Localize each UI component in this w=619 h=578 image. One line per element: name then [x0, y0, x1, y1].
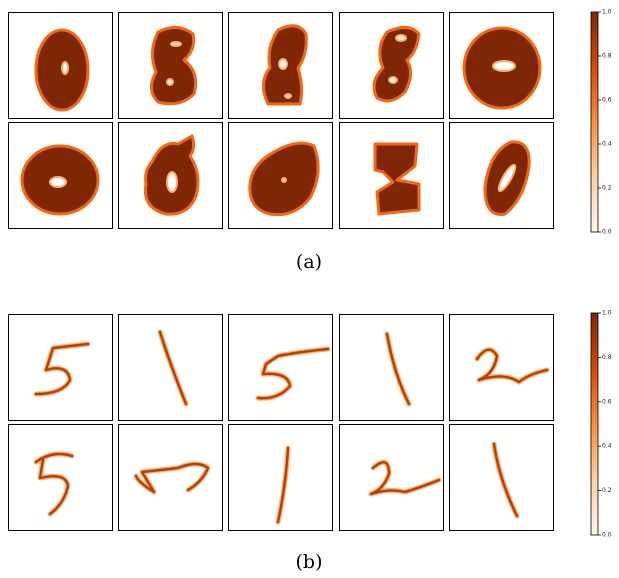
tile-background: [449, 314, 554, 421]
image-tile: [339, 122, 444, 229]
tile-background: [228, 314, 333, 421]
digit-hole: [282, 178, 286, 182]
image-tile: [118, 12, 223, 119]
colorbar-tick-label: 0.4: [602, 443, 612, 450]
colorbar-tick-label: 0.2: [602, 487, 612, 494]
colorbar-tick-label: 1.0: [602, 310, 612, 317]
figure: (a) (b) 0.0 0.2 0.4 0.6 0.8 1.0 0.0 0.2 0.4 0.6 0.…: [0, 0, 619, 578]
digit-shape: [151, 27, 195, 103]
image-tile: [8, 12, 113, 119]
colorbar-tick-label: 0.4: [602, 141, 612, 148]
digit-hole: [50, 177, 66, 187]
colorbar-tick-label: 0.8: [602, 53, 612, 60]
image-tile: [449, 12, 554, 119]
tile-background: [339, 314, 444, 421]
digit-hole: [279, 59, 287, 69]
image-tile: [339, 424, 444, 531]
colorbar: [591, 12, 598, 232]
digit-hole: [167, 172, 177, 192]
digit-hole: [396, 35, 406, 41]
digit-hole: [493, 61, 515, 71]
image-tile: [118, 122, 223, 229]
digit-hole: [285, 94, 291, 98]
colorbar-tick-label: 0.6: [602, 398, 612, 405]
colorbar-tick-label: 0.2: [602, 185, 612, 192]
digit-hole: [171, 42, 181, 46]
image-tile: [339, 314, 444, 421]
digit-hole: [62, 62, 68, 74]
page: Figure {"figures": [ {"caption": "(a)", …: [0, 0, 619, 578]
image-tile: [339, 12, 444, 119]
tile-background: [118, 424, 223, 531]
colorbar-tick-label: 0.8: [602, 354, 612, 361]
image-tile: [228, 12, 333, 119]
tile-background: [339, 424, 444, 531]
digit-hole: [389, 77, 397, 83]
image-tile: [228, 122, 333, 229]
caption: (b): [296, 551, 323, 573]
image-tile: [228, 424, 333, 531]
image-tile: [228, 314, 333, 421]
image-tile: [449, 314, 554, 421]
colorbar-tick-label: 0.0: [602, 532, 612, 539]
image-tile: [449, 424, 554, 531]
digit-hole: [167, 79, 173, 85]
image-tile: [8, 122, 113, 229]
colorbar: [591, 313, 598, 535]
colorbar-tick-label: 0.0: [602, 229, 612, 236]
image-tile: [118, 424, 223, 531]
caption: (a): [296, 251, 322, 273]
image-tile: [8, 424, 113, 531]
image-tile: [8, 314, 113, 421]
image-tile: [118, 314, 223, 421]
image-tile: [449, 122, 554, 229]
colorbar-tick-label: 1.0: [602, 9, 612, 16]
body: (a) (b) 0.0 0.2 0.4 0.6 0.8 1.0 0.0 0.2 0.4 0.6 0.…: [0, 0, 619, 578]
colorbar-tick-label: 0.6: [602, 97, 612, 104]
